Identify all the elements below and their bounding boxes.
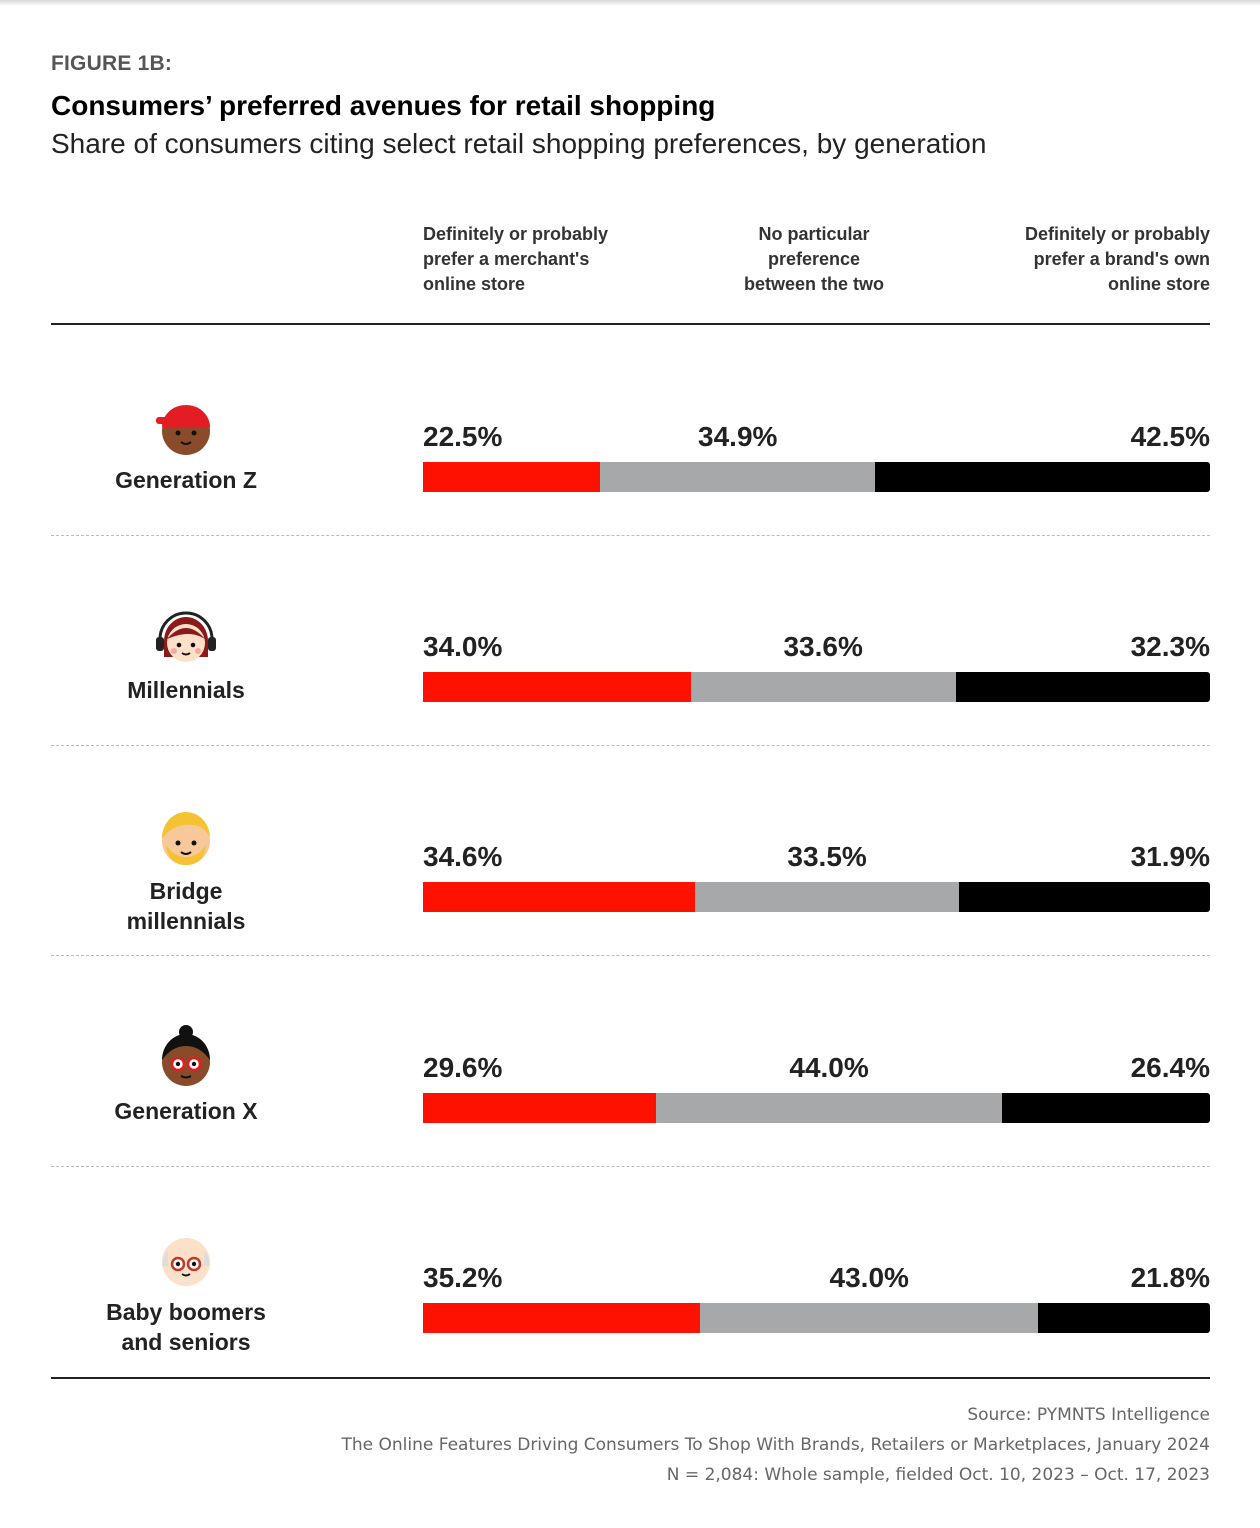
person-cap-icon <box>150 391 222 463</box>
bar-segment <box>423 462 601 492</box>
data-label: 32.3% <box>1130 631 1210 662</box>
data-label: 34.6% <box>423 841 503 872</box>
source-line: Source: PYMNTS Intelligence <box>967 1405 1210 1425</box>
category-label: Generation Z <box>66 465 306 495</box>
column-header-line: online store <box>423 274 526 294</box>
data-label: 33.5% <box>787 841 867 872</box>
data-label: 35.2% <box>423 1262 503 1293</box>
column-header-line: No particular <box>758 224 870 244</box>
data-label: 26.4% <box>1130 1052 1210 1083</box>
column-header-brand: Definitely or probably prefer a brand's … <box>970 222 1210 297</box>
category-label: Generation X <box>66 1096 306 1126</box>
chart-subtitle: Share of consumers citing select retail … <box>51 128 987 159</box>
category-label: Baby boomers and seniors <box>66 1297 306 1357</box>
data-label: 43.0% <box>829 1262 909 1293</box>
row-divider <box>51 535 1210 536</box>
bar-segment <box>600 462 876 492</box>
bar-segment <box>1038 1303 1211 1333</box>
row-divider <box>51 745 1210 746</box>
source-notes: Source: PYMNTS Intelligence The Online F… <box>110 1400 1210 1490</box>
data-label: 34.9% <box>698 421 778 452</box>
bar-segment <box>1002 1093 1211 1123</box>
column-header-line: Definitely or probably <box>1024 224 1210 244</box>
source-line: The Online Features Driving Consumers To… <box>341 1435 1210 1455</box>
bar-segment <box>700 1303 1039 1333</box>
bar-segment <box>423 882 696 912</box>
bar-segment <box>423 1093 657 1123</box>
figure-label: FIGURE 1B: <box>51 52 173 75</box>
bar-segment <box>875 462 1211 492</box>
bar-segment <box>423 672 692 702</box>
category-label: Bridge millennials <box>66 876 306 936</box>
header-rule <box>51 323 1210 325</box>
row-divider <box>51 955 1210 956</box>
data-label: 21.8% <box>1130 1262 1210 1293</box>
bar-segment <box>655 1093 1003 1123</box>
data-label: 22.5% <box>423 421 503 452</box>
person-beard-icon <box>150 801 222 873</box>
source-line: N = 2,084: Whole sample, fielded Oct. 10… <box>666 1465 1210 1485</box>
footer-rule <box>51 1377 1210 1379</box>
column-header-merchant: Definitely or probably prefer a merchant… <box>423 222 663 297</box>
column-header-line: Definitely or probably <box>423 224 609 244</box>
category-label-line: Baby boomers <box>106 1299 266 1325</box>
data-label: 33.6% <box>783 631 863 662</box>
bar-segment <box>695 882 960 912</box>
category-label-line: Millennials <box>127 677 245 703</box>
column-header-line: preference <box>767 249 861 269</box>
bar-segment <box>423 1303 701 1333</box>
top-shadow <box>0 0 1260 6</box>
category-label-line: and seniors <box>121 1329 251 1355</box>
column-header-line: online store <box>1107 274 1210 294</box>
person-elder-glasses-icon <box>150 1222 222 1294</box>
data-label: 42.5% <box>1130 421 1210 452</box>
data-label: 34.0% <box>423 631 503 662</box>
column-header-line: prefer a merchant's <box>423 249 590 269</box>
chart-title: Consumers’ preferred avenues for retail … <box>51 90 716 121</box>
person-glasses-bun-icon <box>150 1022 222 1094</box>
data-label: 31.9% <box>1130 841 1210 872</box>
data-label: 44.0% <box>789 1052 869 1083</box>
category-label-line: millennials <box>126 908 246 934</box>
category-label-line: Generation X <box>114 1098 258 1124</box>
data-label: 29.6% <box>423 1052 503 1083</box>
bar-segment <box>690 672 957 702</box>
bar-segment <box>955 672 1211 702</box>
column-header-line: between the two <box>743 274 884 294</box>
category-label-line: Generation Z <box>115 467 257 493</box>
column-header-no-preference: No particular preference between the two <box>694 222 934 297</box>
person-headphones-icon <box>150 601 222 673</box>
row-divider <box>51 1166 1210 1167</box>
category-label: Millennials <box>66 675 306 705</box>
column-header-line: prefer a brand's own <box>1033 249 1210 269</box>
bar-segment <box>958 882 1211 912</box>
category-label-line: Bridge <box>149 878 223 904</box>
